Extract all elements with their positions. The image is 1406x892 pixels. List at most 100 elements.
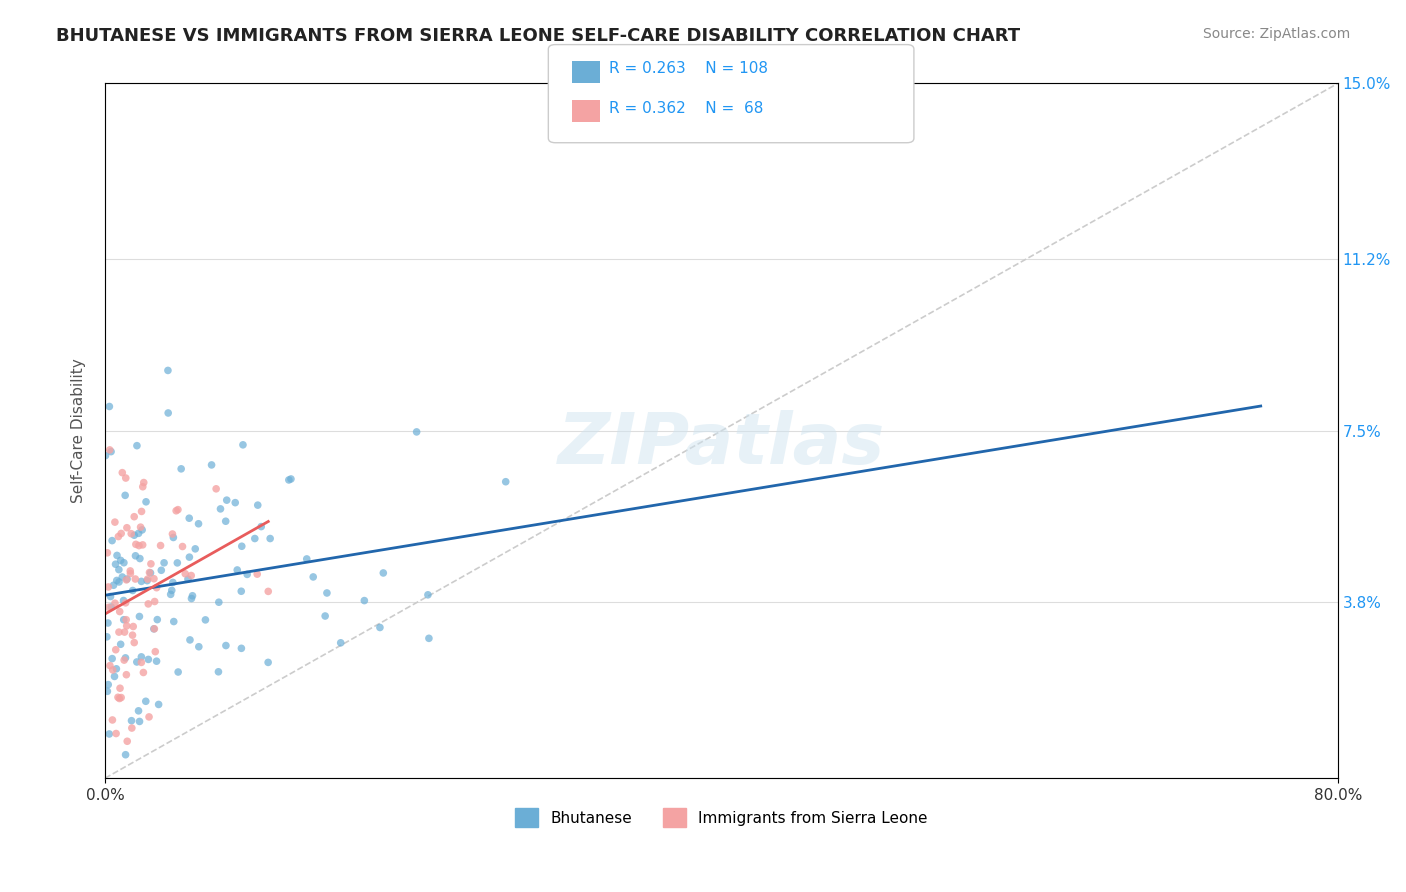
- Point: [257, 584, 280, 599]
- Point: [246, 567, 269, 582]
- Y-axis label: Self-Care Disability: Self-Care Disability: [72, 359, 86, 503]
- Point: [122, 635, 145, 649]
- Point: [329, 636, 352, 650]
- Point: [200, 458, 222, 472]
- Point: [108, 691, 131, 706]
- Point: [194, 613, 217, 627]
- Point: [145, 654, 167, 668]
- Point: [115, 521, 138, 535]
- Point: [132, 480, 155, 494]
- Point: [143, 645, 166, 659]
- Point: [167, 665, 190, 679]
- Point: [97, 615, 120, 630]
- Point: [174, 566, 197, 581]
- Point: [179, 550, 201, 565]
- Point: [96, 630, 118, 644]
- Point: [163, 615, 186, 629]
- Point: [136, 597, 159, 611]
- Point: [177, 572, 200, 586]
- Point: [105, 662, 128, 676]
- Point: [131, 656, 153, 670]
- Point: [114, 747, 136, 762]
- Point: [105, 549, 128, 563]
- Point: [159, 587, 181, 601]
- Point: [114, 596, 136, 610]
- Point: [207, 665, 229, 679]
- Point: [103, 669, 125, 683]
- Point: [101, 533, 124, 548]
- Point: [121, 714, 143, 728]
- Point: [224, 496, 246, 510]
- Text: ZIPatlas: ZIPatlas: [558, 410, 884, 479]
- Point: [108, 563, 131, 577]
- Point: [209, 501, 232, 516]
- Point: [121, 583, 143, 598]
- Point: [98, 442, 121, 457]
- Point: [208, 595, 231, 609]
- Point: [373, 566, 395, 580]
- Point: [179, 632, 201, 647]
- Point: [101, 663, 124, 677]
- Point: [107, 690, 129, 705]
- Point: [131, 574, 153, 589]
- Point: [120, 526, 142, 541]
- Point: [110, 637, 132, 651]
- Point: [105, 574, 128, 588]
- Point: [131, 523, 153, 537]
- Point: [104, 642, 127, 657]
- Point: [495, 475, 517, 489]
- Point: [184, 541, 207, 556]
- Point: [277, 473, 299, 487]
- Point: [405, 425, 427, 439]
- Point: [104, 558, 127, 572]
- Point: [110, 526, 132, 541]
- Point: [124, 549, 146, 563]
- Point: [124, 572, 146, 586]
- Point: [416, 588, 439, 602]
- Text: R = 0.263    N = 108: R = 0.263 N = 108: [609, 62, 768, 76]
- Point: [418, 632, 440, 646]
- Point: [122, 528, 145, 542]
- Point: [128, 526, 150, 541]
- Point: [172, 540, 194, 554]
- Point: [142, 622, 165, 636]
- Point: [120, 566, 142, 581]
- Point: [157, 406, 180, 420]
- Point: [122, 619, 145, 633]
- Text: Source: ZipAtlas.com: Source: ZipAtlas.com: [1202, 27, 1350, 41]
- Point: [125, 537, 148, 551]
- Point: [107, 530, 129, 544]
- Point: [156, 363, 179, 377]
- Point: [136, 572, 159, 586]
- Point: [128, 714, 150, 729]
- Point: [97, 600, 120, 615]
- Point: [108, 605, 131, 619]
- Point: [215, 639, 238, 653]
- Point: [98, 658, 121, 673]
- Point: [104, 596, 127, 610]
- Point: [104, 515, 127, 529]
- Point: [110, 690, 132, 705]
- Point: [166, 556, 188, 570]
- Point: [128, 551, 150, 566]
- Point: [121, 721, 143, 735]
- Point: [205, 482, 228, 496]
- Text: R = 0.362    N =  68: R = 0.362 N = 68: [609, 102, 763, 116]
- Point: [246, 498, 269, 512]
- Point: [132, 665, 155, 680]
- Point: [122, 509, 145, 524]
- Point: [101, 713, 124, 727]
- Point: [180, 568, 202, 582]
- Point: [98, 400, 121, 414]
- Point: [115, 573, 138, 587]
- Point: [145, 581, 167, 595]
- Point: [108, 625, 131, 640]
- Point: [128, 539, 150, 553]
- Point: [112, 613, 135, 627]
- Point: [132, 475, 155, 490]
- Point: [153, 556, 176, 570]
- Point: [236, 567, 259, 582]
- Point: [131, 504, 153, 518]
- Point: [100, 590, 122, 604]
- Point: [142, 572, 165, 586]
